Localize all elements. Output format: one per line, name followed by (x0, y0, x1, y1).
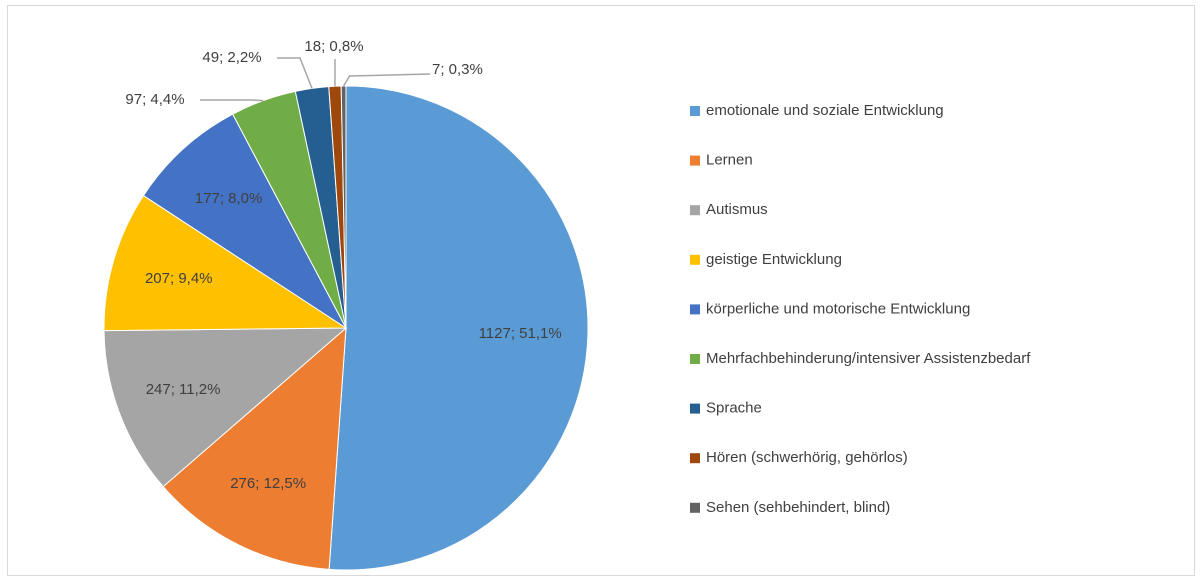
data-label: 7; 0,3% (432, 61, 483, 78)
data-label: 1127; 51,1% (479, 325, 562, 342)
pie-slice (103, 194, 348, 332)
legend-label: Autismus (706, 201, 768, 218)
legend-label: Hören (schwerhörig, gehörlos) (706, 449, 908, 466)
pie-slice (328, 85, 589, 571)
legend-swatch (690, 502, 700, 513)
legend-swatch (690, 453, 700, 464)
data-label: 18; 0,8% (304, 38, 363, 55)
legend-swatch (690, 254, 700, 265)
legend-label: Sprache (706, 400, 762, 417)
legend-swatch (690, 205, 700, 216)
legend-swatch (690, 304, 700, 315)
legend-swatch (690, 106, 700, 116)
legend-swatch (690, 403, 700, 414)
legend-label: körperliche und motorische Entwicklung (706, 300, 970, 317)
legend-label: geistige Entwicklung (706, 251, 842, 268)
legend-label: emotionale und soziale Entwicklung (706, 102, 944, 119)
legend-label: Lernen (706, 152, 753, 169)
legend-swatch (690, 354, 700, 364)
leader-line (342, 73, 431, 87)
legend-label: Mehrfachbehinderung/intensiver Assistenz… (706, 350, 1031, 367)
leader-line (277, 57, 313, 89)
pie-slice (103, 327, 348, 488)
pie-slice (142, 113, 347, 329)
data-label: 207; 9,4% (145, 270, 213, 287)
data-label: 177; 8,0% (195, 190, 263, 207)
data-label: 247; 11,2% (146, 381, 221, 398)
data-label: 276; 12,5% (230, 475, 306, 492)
legend-swatch (690, 155, 700, 166)
leader-line (200, 99, 264, 102)
pie-slice (162, 326, 347, 570)
pie-slice (340, 85, 347, 329)
data-label: 97; 4,4% (125, 91, 184, 108)
data-label: 49; 2,2% (202, 49, 261, 66)
legend-label: Sehen (sehbehindert, blind) (706, 499, 890, 516)
